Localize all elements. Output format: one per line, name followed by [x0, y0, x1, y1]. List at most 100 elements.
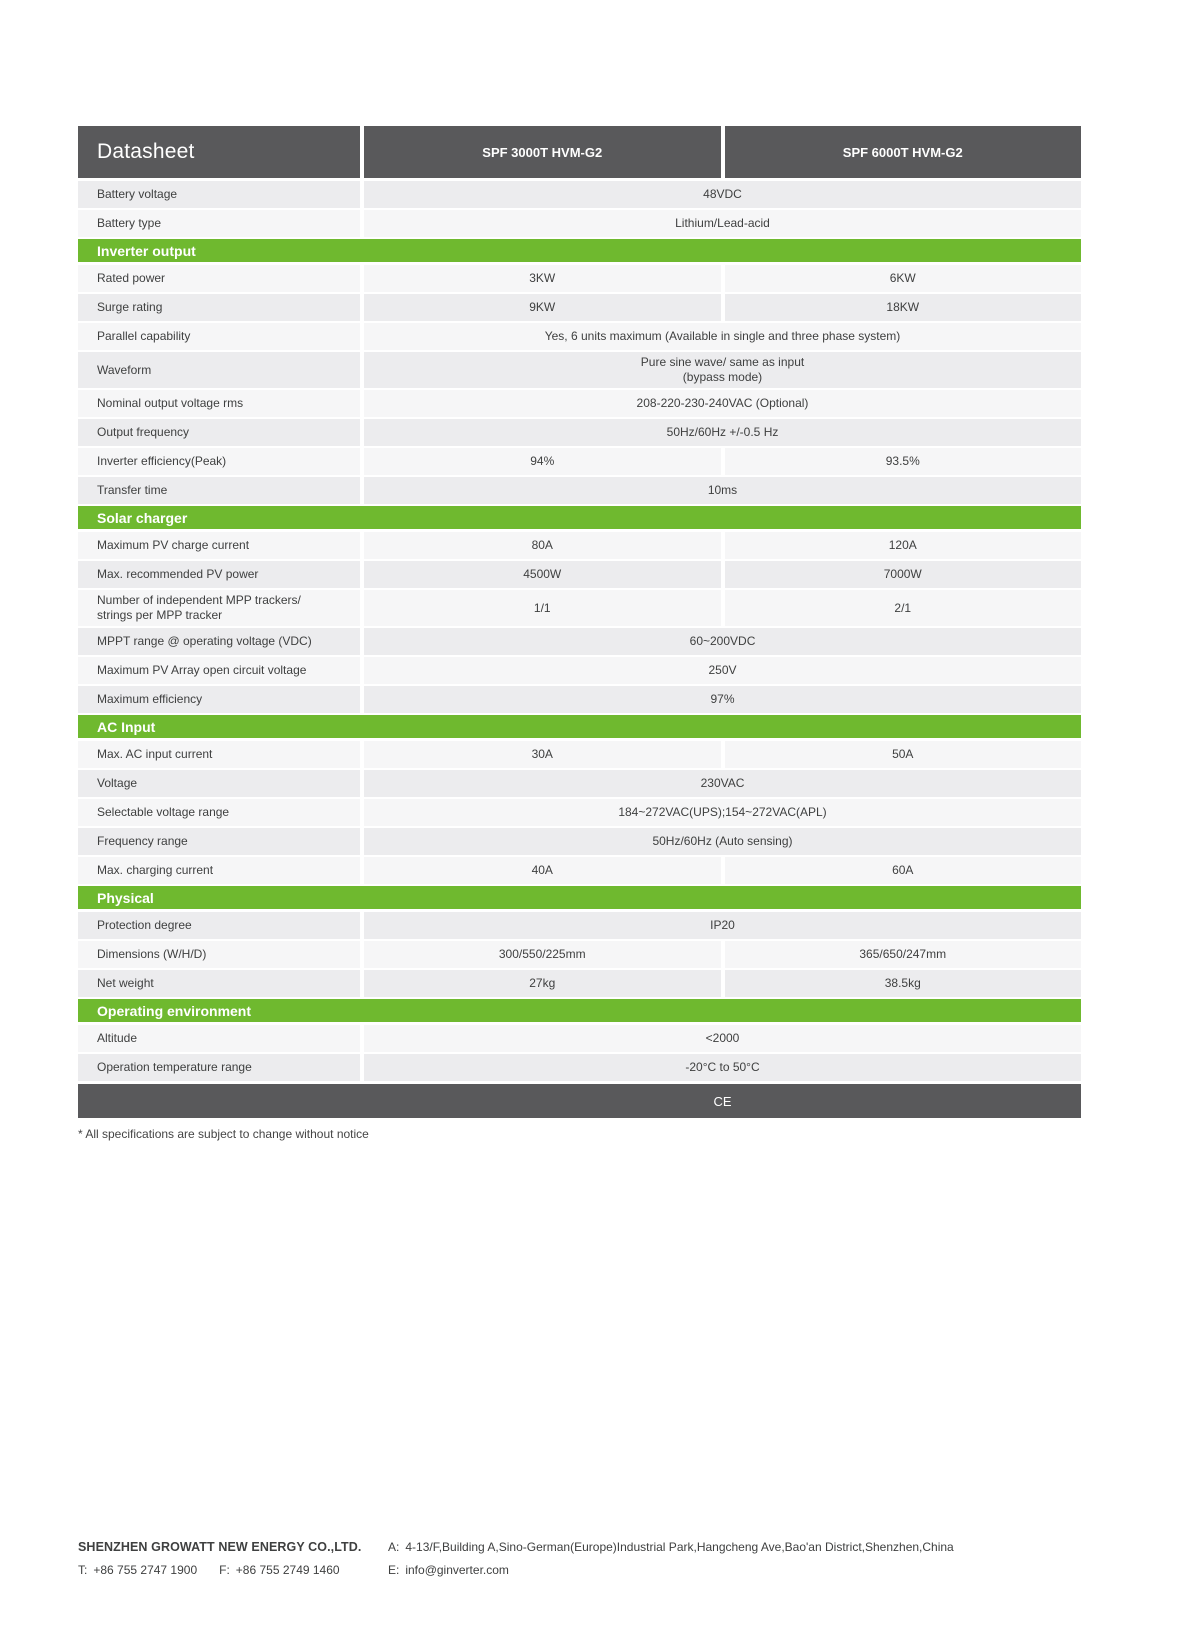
spec-value-spf6000t: 120A — [724, 532, 1081, 559]
spec-label: Battery voltage — [78, 181, 360, 208]
spec-value-spanned: 250V — [364, 657, 1081, 684]
address-label: A: — [388, 1540, 400, 1554]
spec-row: Dimensions (W/H/D) 300/550/225mm 365/650/2… — [78, 941, 1081, 968]
spec-value-spf6000t: 38.5kg — [724, 970, 1081, 997]
spec-value-spanned: 60~200VDC — [364, 628, 1081, 655]
spec-label: Waveform — [78, 352, 360, 388]
spec-value-spanned: Lithium/Lead-acid — [364, 210, 1081, 237]
spec-value-spanned: 208-220-230-240VAC (Optional) — [364, 390, 1081, 417]
spec-label: Transfer time — [78, 477, 360, 504]
tel-label: T: — [78, 1563, 88, 1577]
company-phone-line: T: +86 755 2747 1900 F: +86 755 2749 1460 — [78, 1563, 388, 1577]
spec-value-spanned: 50Hz/60Hz (Auto sensing) — [364, 828, 1081, 855]
spec-label: Inverter efficiency(Peak) — [78, 448, 360, 475]
spec-row: Max. charging current 40A 60A — [78, 857, 1081, 884]
spec-row: Surge rating 9KW 18KW — [78, 294, 1081, 321]
spec-label: Output frequency — [78, 419, 360, 446]
spec-label: MPPT range @ operating voltage (VDC) — [78, 628, 360, 655]
email-text: info@ginverter.com — [405, 1563, 509, 1577]
spec-value-spf6000t: 6KW — [724, 265, 1081, 292]
spec-label: Dimensions (W/H/D) — [78, 941, 360, 968]
spec-label: Operation temperature range — [78, 1054, 360, 1081]
spec-label: Maximum PV charge current — [78, 532, 360, 559]
company-name: SHENZHEN GROWATT NEW ENERGY CO.,LTD. — [78, 1540, 362, 1554]
spec-row: Max. recommended PV power 4500W 7000W — [78, 561, 1081, 588]
spec-row: Battery type Lithium/Lead-acid — [78, 210, 1081, 237]
fax-label: F: — [219, 1563, 230, 1577]
spec-row: Parallel capability Yes, 6 units maximum … — [78, 323, 1081, 350]
spec-label: Net weight — [78, 970, 360, 997]
spec-label: Battery type — [78, 210, 360, 237]
spec-value-spanned: 50Hz/60Hz +/-0.5 Hz — [364, 419, 1081, 446]
spec-label: Max. recommended PV power — [78, 561, 360, 588]
spec-row: Rated power 3KW 6KW — [78, 265, 1081, 292]
company-email-line: E: info@ginverter.com — [388, 1563, 954, 1577]
spec-value-spf3000t: 40A — [364, 857, 721, 884]
company-address-block: A: 4-13/F,Building A,Sino-German(Europe)I… — [388, 1540, 954, 1586]
section-header-row: Solar charger — [78, 506, 1081, 529]
spec-value-spanned: 97% — [364, 686, 1081, 713]
spec-value-spf6000t: 93.5% — [724, 448, 1081, 475]
column-header-spf3000t: SPF 3000T HVM-G2 — [364, 126, 721, 178]
spec-label: Surge rating — [78, 294, 360, 321]
spec-row: Waveform Pure sine wave/ same as input (b… — [78, 352, 1081, 388]
spec-value-spf6000t: 50A — [724, 741, 1081, 768]
section-header-row: Operating environment — [78, 999, 1081, 1022]
company-address-line: A: 4-13/F,Building A,Sino-German(Europe)I… — [388, 1540, 954, 1554]
spec-row: Protection degree IP20 — [78, 912, 1081, 939]
section-header-row: Physical — [78, 886, 1081, 909]
spec-row: Transfer time 10ms — [78, 477, 1081, 504]
spec-label: Max. AC input current — [78, 741, 360, 768]
section-header-row: AC Input — [78, 715, 1081, 738]
spec-value-spanned: -20°C to 50°C — [364, 1054, 1081, 1081]
column-header-spf6000t: SPF 6000T HVM-G2 — [724, 126, 1081, 178]
spec-row: MPPT range @ operating voltage (VDC) 60~2… — [78, 628, 1081, 655]
spec-value-spanned: <2000 — [364, 1025, 1081, 1052]
section-title: AC Input — [97, 718, 156, 735]
spec-value-spf3000t: 27kg — [364, 970, 721, 997]
spec-value-spf3000t: 3KW — [364, 265, 721, 292]
spec-row: Inverter efficiency(Peak) 94% 93.5% — [78, 448, 1081, 475]
table-header: Datasheet SPF 3000T HVM-G2 SPF 6000T HVM… — [78, 126, 1081, 178]
spec-row: Frequency range 50Hz/60Hz (Auto sensing) — [78, 828, 1081, 855]
spec-row: Operation temperature range -20°C to 50°C — [78, 1054, 1081, 1081]
section-title: Inverter output — [97, 242, 196, 259]
spec-row: Nominal output voltage rms 208-220-230-24… — [78, 390, 1081, 417]
spec-row: Output frequency 50Hz/60Hz +/-0.5 Hz — [78, 419, 1081, 446]
spec-row: Maximum PV charge current 80A 120A — [78, 532, 1081, 559]
spec-value-spf6000t: 60A — [724, 857, 1081, 884]
spec-value-spf3000t: 9KW — [364, 294, 721, 321]
company-contact-block: SHENZHEN GROWATT NEW ENERGY CO.,LTD. T: +… — [78, 1540, 388, 1586]
section-title: Physical — [97, 889, 154, 906]
spec-value-spanned: 48VDC — [364, 181, 1081, 208]
spec-row: Selectable voltage range 184~272VAC(UPS);… — [78, 799, 1081, 826]
certification-row: CE — [78, 1084, 1081, 1118]
email-label: E: — [388, 1563, 400, 1577]
spec-row: Battery voltage 48VDC — [78, 181, 1081, 208]
spec-value-spanned: 230VAC — [364, 770, 1081, 797]
section-header-row: Inverter output — [78, 239, 1081, 262]
spec-label: Selectable voltage range — [78, 799, 360, 826]
spec-table: Datasheet SPF 3000T HVM-G2 SPF 6000T HVM… — [78, 126, 1081, 1141]
spec-label: Parallel capability — [78, 323, 360, 350]
page-title: Datasheet — [78, 126, 360, 178]
spec-label: Altitude — [78, 1025, 360, 1052]
spec-label: Number of independent MPP trackers/ stri… — [78, 590, 360, 626]
fax-number: +86 755 2749 1460 — [235, 1563, 340, 1577]
spec-row: Maximum PV Array open circuit voltage 250… — [78, 657, 1081, 684]
spec-row: Max. AC input current 30A 50A — [78, 741, 1081, 768]
section-title: Solar charger — [97, 509, 188, 526]
spec-row: Maximum efficiency 97% — [78, 686, 1081, 713]
spec-label: Nominal output voltage rms — [78, 390, 360, 417]
spec-value-spf3000t: 300/550/225mm — [364, 941, 721, 968]
spec-value-spf6000t: 365/650/247mm — [724, 941, 1081, 968]
section-title: Operating environment — [97, 1002, 252, 1019]
spec-value-spf3000t: 80A — [364, 532, 721, 559]
spec-label: Voltage — [78, 770, 360, 797]
spec-table-rows: Battery voltage 48VDC Battery type Lithium/… — [78, 181, 1081, 1118]
spec-value-spanned: 10ms — [364, 477, 1081, 504]
spec-value-spf6000t: 7000W — [724, 561, 1081, 588]
spec-value-spf3000t: 4500W — [364, 561, 721, 588]
spec-value-spf3000t: 30A — [364, 741, 721, 768]
